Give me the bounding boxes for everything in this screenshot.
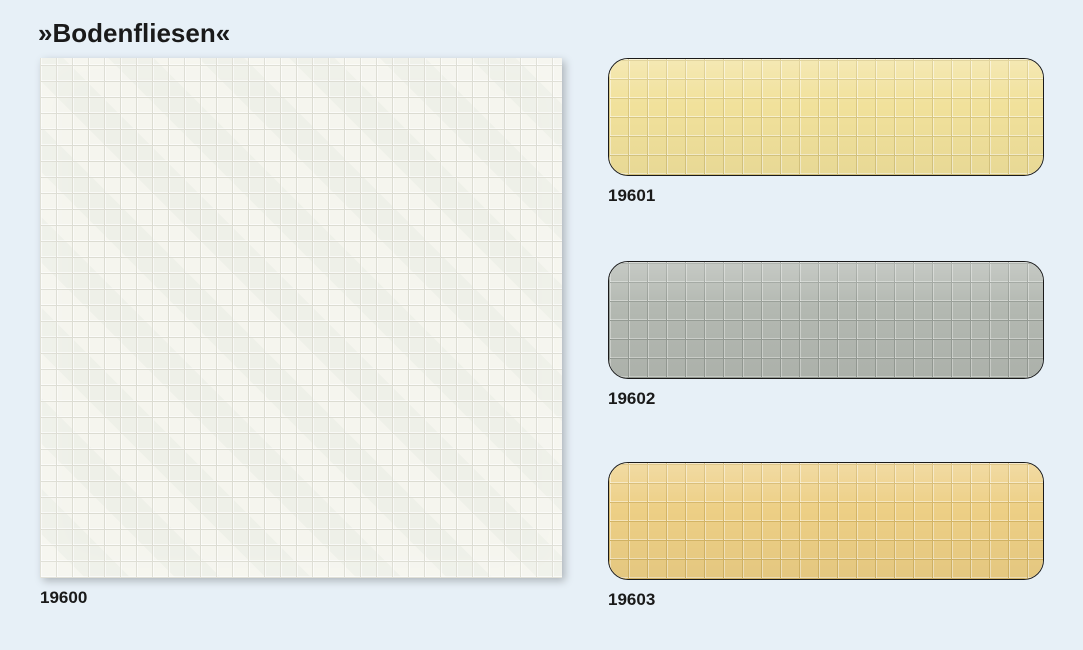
swatch-sheen: [609, 59, 1043, 175]
main-tile-pattern-bg: [40, 58, 562, 578]
page-title: »Bodenfliesen«: [38, 18, 230, 49]
main-tile-sample: [40, 58, 562, 578]
swatch-sheen: [609, 463, 1043, 579]
swatch-label: 19603: [608, 590, 655, 610]
swatch-label: 19602: [608, 389, 655, 409]
swatch-19603: [608, 462, 1044, 580]
swatch-sheen: [609, 262, 1043, 378]
main-tile-label: 19600: [40, 588, 87, 608]
swatch-19601: [608, 58, 1044, 176]
main-tile-pattern: [40, 58, 562, 578]
swatch-19602: [608, 261, 1044, 379]
swatch-label: 19601: [608, 186, 655, 206]
